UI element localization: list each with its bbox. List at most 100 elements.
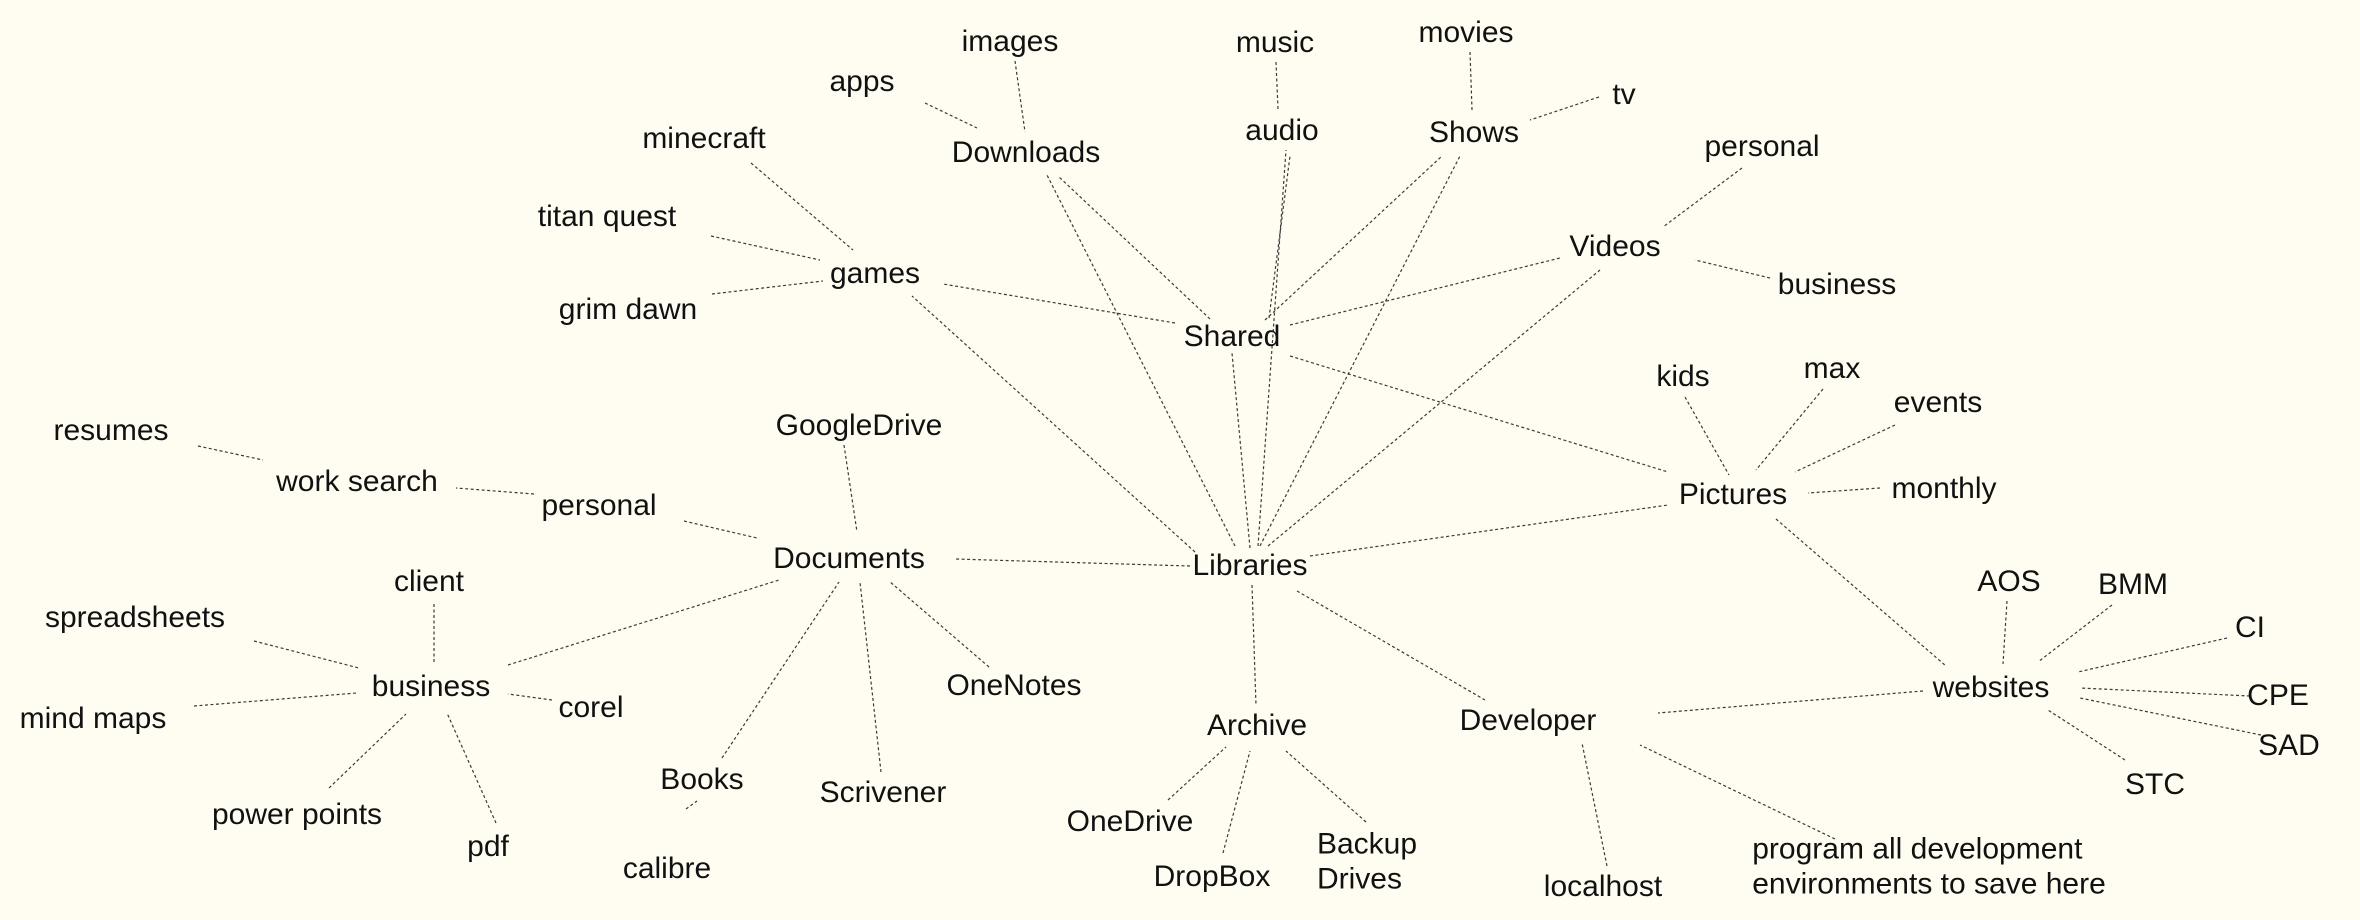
node-minecraft: minecraft (642, 121, 766, 155)
node-client: client (393, 564, 465, 598)
node-videos-personal: personal (1704, 129, 1820, 163)
edge-pictures-to-max (1755, 388, 1824, 471)
node-dropbox: DropBox (1153, 859, 1271, 893)
node-videos-business: business (1777, 267, 1897, 301)
edge-shared-to-downloads (1057, 175, 1211, 320)
edge-documents-to-books (721, 581, 840, 759)
node-ci: CI (2235, 610, 2265, 644)
edge-libraries-to-archive (1251, 584, 1257, 706)
node-downloads: Downloads (951, 135, 1101, 169)
edge-videos-to-videos-business (1694, 259, 1771, 279)
edge-libraries-to-documents (954, 558, 1191, 567)
edge-libraries-to-games (911, 295, 1196, 553)
node-games: games (829, 256, 921, 290)
node-mind-maps: mind maps (19, 701, 167, 735)
edge-business-to-spreadsheets (253, 640, 360, 669)
node-titan-quest: titan quest (537, 199, 677, 233)
edge-shows-to-movies (1469, 51, 1473, 111)
edge-documents-to-business (507, 579, 780, 666)
edge-libraries-to-downloads (1046, 174, 1236, 547)
node-websites: websites (1932, 670, 2050, 704)
edge-games-to-titan-quest (710, 235, 821, 261)
edge-docs-personal-to-work-search (455, 487, 535, 495)
node-backup-drives: Backup Drives (1316, 827, 1418, 896)
edge-business-to-power-points (328, 713, 407, 789)
node-books: Books (660, 762, 744, 796)
edge-documents-to-docs-personal (683, 520, 758, 539)
node-bmm: BMM (2098, 567, 2168, 601)
edge-libraries-to-shows (1259, 155, 1461, 547)
edge-documents-to-googledrive (843, 444, 858, 533)
node-aos: AOS (1977, 564, 2041, 598)
edge-games-to-grim-dawn (711, 280, 824, 295)
node-images: images (961, 24, 1059, 58)
edge-business-to-corel (507, 693, 553, 701)
edge-games-to-minecraft (750, 162, 854, 251)
node-stc: STC (2125, 767, 2185, 801)
edge-libraries-to-videos (1267, 269, 1601, 547)
node-corel: corel (558, 690, 624, 724)
edge-websites-to-stc (2047, 709, 2126, 761)
node-resumes: resumes (53, 413, 169, 447)
edge-shared-to-pictures (1289, 355, 1669, 473)
edge-archive-to-dropbox (1222, 750, 1251, 854)
edge-libraries-to-pictures (1309, 504, 1669, 557)
node-calibre: calibre (622, 851, 712, 885)
node-tv: tv (1612, 77, 1636, 111)
node-apps: apps (829, 64, 895, 98)
edge-work-search-to-resumes (197, 445, 264, 461)
node-program-all: program all development environments to … (1752, 832, 2106, 901)
edge-websites-to-sad (2079, 697, 2262, 736)
node-libraries: Libraries (1192, 548, 1308, 582)
edge-websites-to-cpe (2079, 687, 2251, 697)
node-audio: audio (1245, 113, 1319, 147)
edge-shared-to-shows (1264, 155, 1443, 321)
node-googledrive: GoogleDrive (775, 408, 943, 442)
node-archive: Archive (1206, 708, 1308, 742)
edge-downloads-to-images (1014, 60, 1026, 133)
edge-libraries-to-audio (1257, 149, 1287, 547)
node-power-points: power points (211, 797, 383, 831)
edge-books-to-calibre (685, 800, 698, 810)
edge-pictures-to-monthly (1807, 487, 1881, 494)
node-events: events (1893, 385, 1983, 419)
edge-libraries-to-developer (1296, 590, 1486, 701)
node-developer: Developer (1459, 703, 1597, 737)
edge-shared-to-videos (1289, 257, 1561, 326)
node-onenotes: OneNotes (946, 668, 1082, 702)
edge-websites-to-developer (1657, 690, 1924, 714)
edge-documents-to-scrivener (859, 581, 882, 773)
edge-shared-to-games (942, 283, 1176, 324)
node-onedrive: OneDrive (1066, 804, 1194, 838)
node-shared: Shared (1183, 319, 1281, 353)
node-scrivener: Scrivener (819, 775, 947, 809)
edge-shows-to-tv (1529, 96, 1600, 121)
node-spreadsheets: spreadsheets (44, 600, 226, 634)
edge-websites-to-aos (2002, 600, 2008, 665)
node-docs-personal: personal (541, 488, 657, 522)
edge-pictures-to-websites (1775, 518, 1947, 667)
node-work-search: work search (276, 464, 438, 498)
edge-pictures-to-kids (1684, 396, 1730, 476)
node-pdf: pdf (467, 829, 509, 863)
edge-business-to-pdf (446, 712, 497, 824)
node-shows: Shows (1428, 115, 1520, 149)
node-grim-dawn: grim dawn (558, 292, 698, 326)
edge-downloads-to-apps (924, 102, 978, 129)
node-kids: kids (1656, 359, 1710, 393)
edge-business-to-mind-maps (193, 692, 358, 707)
node-videos: Videos (1569, 229, 1661, 263)
edge-developer-to-program-all (1639, 744, 1836, 840)
edge-developer-to-localhost (1581, 742, 1608, 867)
node-documents: Documents (773, 541, 925, 575)
node-monthly: monthly (1891, 471, 1997, 505)
edge-websites-to-ci (2077, 637, 2228, 673)
node-pictures: Pictures (1678, 477, 1788, 511)
edge-websites-to-bmm (2037, 604, 2113, 663)
node-max: max (1803, 351, 1861, 385)
node-sad: SAD (2258, 728, 2320, 762)
edge-pictures-to-events (1794, 424, 1896, 473)
edge-libraries-to-shared (1231, 352, 1251, 549)
edge-documents-to-onenotes (888, 580, 990, 668)
